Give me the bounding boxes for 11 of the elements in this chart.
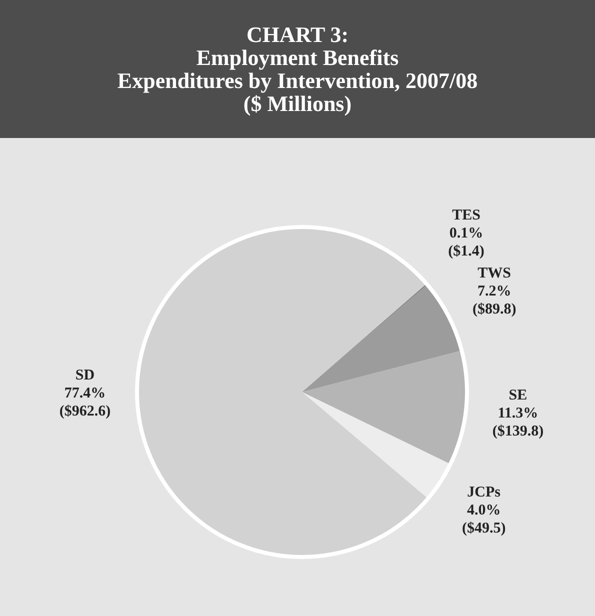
- data-label: 4.0% ($49.5): [462, 502, 506, 536]
- slice-label: SE: [508, 387, 528, 404]
- slice-label: TES: [452, 207, 480, 224]
- data-label: 0.1% ($1.4): [448, 225, 484, 260]
- slice-label: SD: [75, 367, 95, 384]
- slice-label: JCPs: [467, 484, 501, 500]
- chart-title: CHART 3: Employment Benefits Expenditures by Intervention, 2007/08 ($ Millions): [0, 0, 595, 138]
- data-label: 7.2% ($89.8): [472, 283, 516, 318]
- data-label: 11.3% ($139.8): [492, 405, 544, 440]
- slice-label: TWS: [478, 265, 511, 282]
- data-label: 77.4% ($962.6): [59, 385, 111, 420]
